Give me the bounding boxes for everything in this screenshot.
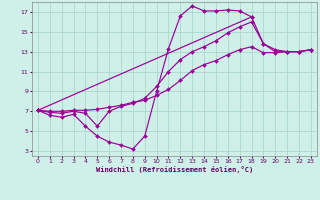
X-axis label: Windchill (Refroidissement éolien,°C): Windchill (Refroidissement éolien,°C) [96, 166, 253, 173]
